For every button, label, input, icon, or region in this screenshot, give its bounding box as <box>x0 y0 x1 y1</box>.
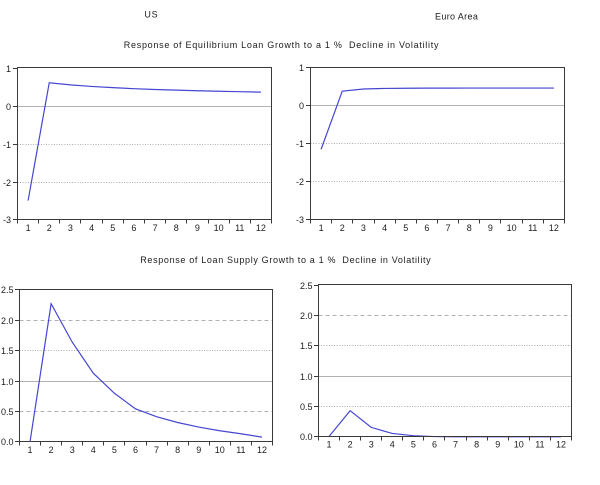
svg-text:-1: -1 <box>296 139 304 149</box>
svg-text:11: 11 <box>235 223 244 233</box>
svg-text:3: 3 <box>361 223 366 233</box>
svg-text:2: 2 <box>340 223 345 233</box>
svg-text:6: 6 <box>133 445 138 455</box>
svg-text:4: 4 <box>390 440 395 450</box>
svg-text:2.5: 2.5 <box>300 281 313 291</box>
svg-text:7: 7 <box>453 440 458 450</box>
svg-text:2: 2 <box>47 223 52 233</box>
svg-text:11: 11 <box>535 440 544 450</box>
svg-text:11: 11 <box>528 223 537 233</box>
svg-text:1.5: 1.5 <box>300 341 313 351</box>
svg-text:12: 12 <box>257 445 267 455</box>
svg-text:1.5: 1.5 <box>1 346 14 356</box>
svg-text:-1: -1 <box>3 140 11 150</box>
svg-text:4: 4 <box>91 445 96 455</box>
svg-text:-3: -3 <box>3 215 11 225</box>
svg-text:0.5: 0.5 <box>1 407 14 417</box>
svg-text:1: 1 <box>26 223 31 233</box>
svg-text:10: 10 <box>507 223 517 233</box>
svg-text:9: 9 <box>196 445 201 455</box>
svg-text:9: 9 <box>495 440 500 450</box>
svg-text:6: 6 <box>131 223 136 233</box>
svg-text:Response of Equilibrium Loan G: Response of Equilibrium Loan Growth to a… <box>124 40 439 50</box>
svg-text:10: 10 <box>514 440 524 450</box>
svg-text:3: 3 <box>68 223 73 233</box>
svg-text:12: 12 <box>256 223 266 233</box>
svg-text:5: 5 <box>411 440 416 450</box>
svg-text:5: 5 <box>110 223 115 233</box>
svg-text:0: 0 <box>299 101 304 111</box>
svg-text:2: 2 <box>49 445 54 455</box>
svg-text:12: 12 <box>549 223 559 233</box>
svg-text:-3: -3 <box>296 215 304 225</box>
svg-text:3: 3 <box>369 440 374 450</box>
svg-text:8: 8 <box>175 445 180 455</box>
svg-text:6: 6 <box>424 223 429 233</box>
svg-text:7: 7 <box>154 445 159 455</box>
svg-text:6: 6 <box>432 440 437 450</box>
svg-text:3: 3 <box>70 445 75 455</box>
svg-text:1: 1 <box>299 63 304 73</box>
svg-text:10: 10 <box>215 445 225 455</box>
svg-text:2.0: 2.0 <box>300 311 313 321</box>
svg-text:8: 8 <box>174 223 179 233</box>
svg-text:2.0: 2.0 <box>1 316 14 326</box>
svg-text:1: 1 <box>28 445 33 455</box>
svg-text:US: US <box>144 10 158 20</box>
svg-text:7: 7 <box>446 223 451 233</box>
svg-text:1.0: 1.0 <box>1 377 14 387</box>
svg-text:7: 7 <box>153 223 158 233</box>
svg-text:Response of Loan Supply Growth: Response of Loan Supply Growth to a 1 % … <box>140 255 431 265</box>
svg-text:1: 1 <box>6 64 11 74</box>
svg-text:5: 5 <box>112 445 117 455</box>
svg-text:1: 1 <box>319 223 324 233</box>
svg-text:9: 9 <box>195 223 200 233</box>
svg-text:8: 8 <box>474 440 479 450</box>
svg-text:4: 4 <box>382 223 387 233</box>
svg-text:10: 10 <box>214 223 224 233</box>
svg-text:8: 8 <box>467 223 472 233</box>
svg-text:0.0: 0.0 <box>300 432 313 442</box>
svg-text:0.5: 0.5 <box>300 402 313 412</box>
svg-text:Euro Area: Euro Area <box>435 12 478 22</box>
svg-text:0: 0 <box>6 102 11 112</box>
svg-text:2: 2 <box>348 440 353 450</box>
svg-text:4: 4 <box>89 223 94 233</box>
svg-text:-2: -2 <box>296 177 304 187</box>
svg-text:1: 1 <box>327 440 332 450</box>
svg-text:5: 5 <box>403 223 408 233</box>
svg-text:1.0: 1.0 <box>300 372 313 382</box>
svg-text:11: 11 <box>236 445 245 455</box>
svg-text:9: 9 <box>488 223 493 233</box>
svg-text:0.0: 0.0 <box>1 437 14 447</box>
svg-text:2.5: 2.5 <box>1 285 14 295</box>
svg-text:-2: -2 <box>3 178 11 188</box>
svg-text:12: 12 <box>556 440 566 450</box>
